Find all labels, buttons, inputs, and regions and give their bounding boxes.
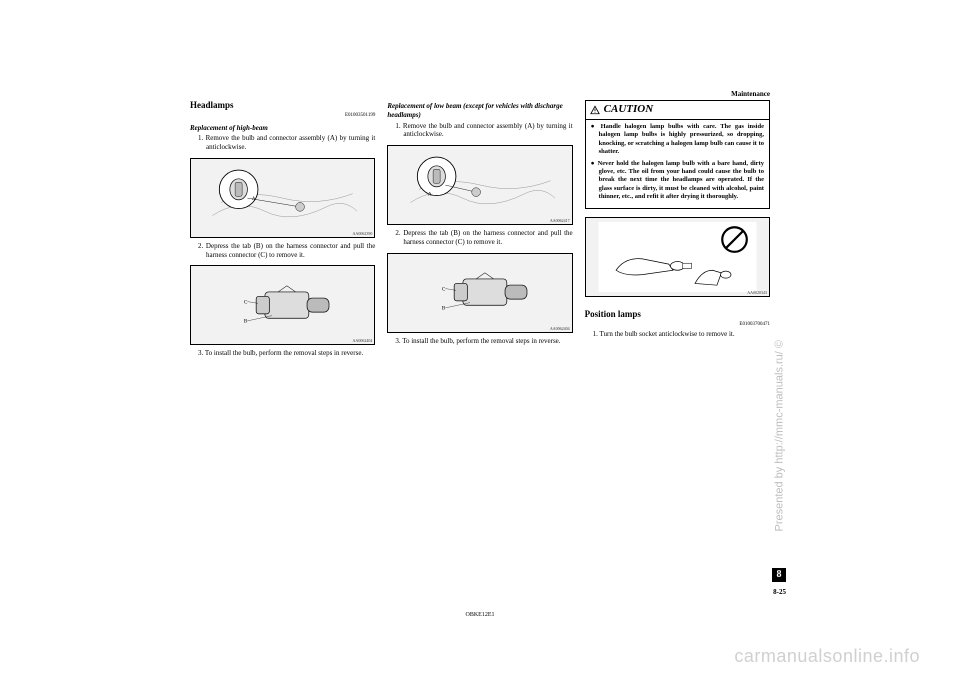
engine-diagram-icon: A	[398, 150, 563, 220]
chapter-tab: 8	[772, 568, 786, 582]
doc-id: E01003501199	[190, 113, 375, 119]
steps-list: 2. Depress the tab (B) on the harness co…	[387, 229, 572, 249]
engine-diagram-icon: A	[200, 163, 365, 233]
svg-text:C: C	[244, 299, 248, 305]
step: 1. Turn the bulb socket anticlockwise to…	[593, 330, 770, 339]
caution-title-row: CAUTION	[586, 101, 769, 120]
column-3: CAUTION Handle halogen lamp bulbs with c…	[585, 100, 770, 600]
caution-box: CAUTION Handle halogen lamp bulbs with c…	[585, 100, 770, 209]
connector-diagram-icon: C B	[200, 270, 365, 340]
figure-connector: C B AA0062404	[387, 253, 572, 333]
step: 2. Depress the tab (B) on the harness co…	[395, 229, 572, 247]
section-header: Maintenance	[731, 90, 770, 98]
caution-item: Handle halogen lamp bulbs with care. The…	[591, 123, 764, 157]
subhead-low-beam: Replacement of low beam (except for vehi…	[387, 102, 572, 120]
manual-page: Maintenance Headlamps E01003501199 Repla…	[190, 100, 770, 600]
step: 1. Remove the bulb and connector assembl…	[198, 134, 375, 152]
page-number: 8-25	[773, 588, 786, 596]
footer-code: OBKE12E1	[466, 612, 495, 618]
column-2: Replacement of low beam (except for vehi…	[387, 100, 572, 600]
hand-bulb-diagram-icon	[595, 222, 760, 292]
subhead-high-beam: Replacement of high-beam	[190, 124, 375, 133]
warning-triangle-icon	[590, 105, 600, 115]
figure-label: AA0062404	[353, 338, 373, 343]
caution-title-text: CAUTION	[604, 103, 654, 117]
figure-hand-bulb: AA0020343	[585, 217, 770, 297]
steps-list: 1. Remove the bulb and connector assembl…	[190, 134, 375, 154]
figure-engine-bay: A AA0062390	[190, 158, 375, 238]
step: 3. To install the bulb, perform the remo…	[395, 337, 572, 346]
doc-id: E01003700471	[585, 322, 770, 328]
column-1: Headlamps E01003501199 Replacement of hi…	[190, 100, 375, 600]
svg-text:A: A	[427, 192, 431, 198]
connector-diagram-icon: C B	[398, 257, 563, 327]
step: 2. Depress the tab (B) on the harness co…	[198, 242, 375, 260]
caution-item: Never hold the halogen lamp bulb with a …	[591, 160, 764, 202]
position-lamps-title: Position lamps	[585, 309, 770, 320]
step: 1. Remove the bulb and connector assembl…	[395, 122, 572, 140]
side-watermark: Presented by http://mmc-manuals.ru/ ©	[774, 340, 786, 532]
steps-list: 3. To install the bulb, perform the remo…	[190, 349, 375, 360]
svg-text:C: C	[441, 287, 445, 293]
steps-list: 3. To install the bulb, perform the remo…	[387, 337, 572, 348]
headlamps-title: Headlamps	[190, 100, 375, 111]
figure-label: AA0020343	[747, 290, 767, 295]
steps-list: 1. Remove the bulb and connector assembl…	[387, 122, 572, 142]
figure-engine-bay: A AA0062417	[387, 145, 572, 225]
bottom-watermark: carmanualsonline.info	[734, 646, 920, 667]
figure-label: AA0062404	[550, 326, 570, 331]
steps-list: 2. Depress the tab (B) on the harness co…	[190, 242, 375, 262]
figure-connector: C B AA0062404	[190, 265, 375, 345]
step: 3. To install the bulb, perform the remo…	[198, 349, 375, 358]
figure-label: AA0062417	[550, 218, 570, 223]
caution-body: Handle halogen lamp bulbs with care. The…	[586, 120, 769, 208]
figure-label: AA0062390	[353, 231, 373, 236]
steps-list: 1. Turn the bulb socket anticlockwise to…	[585, 330, 770, 341]
svg-text:B: B	[244, 319, 248, 325]
svg-text:B: B	[441, 306, 445, 312]
